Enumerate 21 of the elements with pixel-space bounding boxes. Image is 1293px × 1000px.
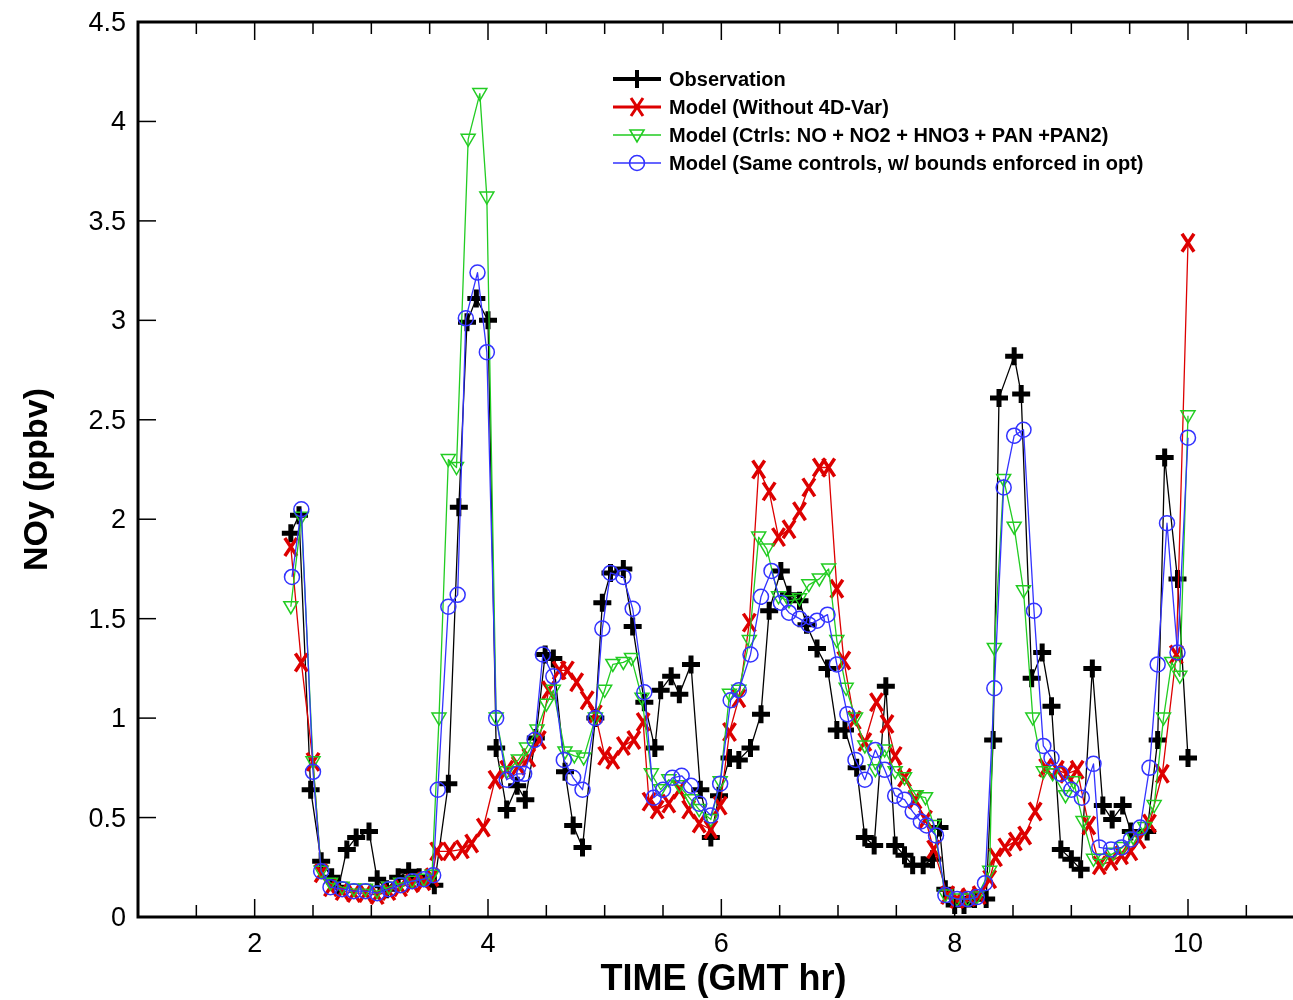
y-axis-title: NOy (ppbv) <box>16 387 54 572</box>
y-tick-label: 3 <box>110 305 126 336</box>
legend-label: Model (Same controls, w/ bounds enforced in opt) <box>669 152 1144 174</box>
y-tick-label: 4.5 <box>88 7 126 37</box>
y-tick-label: 2.5 <box>88 404 126 435</box>
y-tick-label: 4 <box>110 106 126 137</box>
legend-label: Model (Without 4D-Var) <box>669 96 889 118</box>
y-tick-label: 1.5 <box>88 603 126 634</box>
x-tick-label: 2 <box>247 928 263 958</box>
x-axis-title: TIME (GMT hr) <box>600 957 847 998</box>
x-tick-label: 4 <box>480 928 496 958</box>
legend-label: Model (Ctrls: NO + NO2 + HNO3 + PAN +PAN2) <box>669 124 1109 146</box>
legend-label: Observation <box>669 68 786 90</box>
y-tick-label: 2 <box>110 504 126 535</box>
y-tick-label: 3.5 <box>88 205 126 236</box>
y-tick-label: 0.5 <box>88 802 126 833</box>
x-tick-label: 10 <box>1172 928 1204 958</box>
x-tick-label: 8 <box>947 928 963 958</box>
x-tick-label: 6 <box>713 928 729 958</box>
y-tick-label: 0 <box>110 902 126 932</box>
y-tick-label: 1 <box>110 703 126 734</box>
